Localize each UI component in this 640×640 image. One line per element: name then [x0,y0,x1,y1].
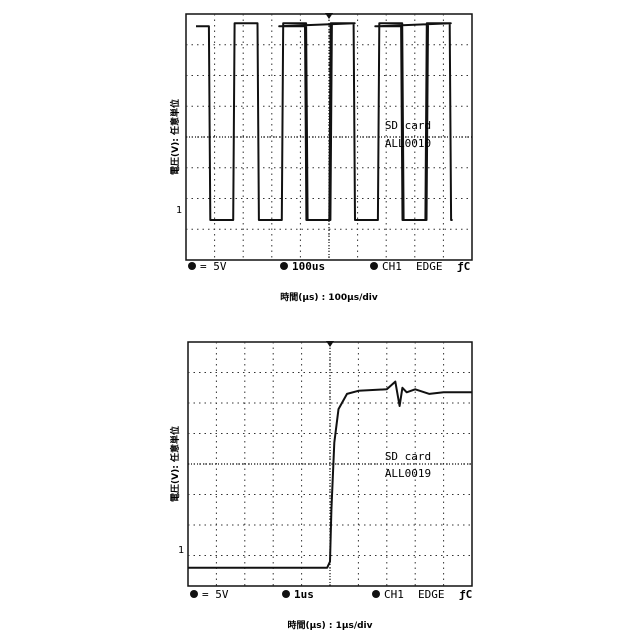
trigger-position-marker [326,341,334,347]
scope-layer: 1 SD card ALL0010 = 5V 100us CH1 EDGE ƒC 時間(μs) … [169,13,472,303]
timebase-icon [280,262,288,270]
channel-1-icon [190,590,198,598]
time-per-div: 100us [292,260,325,273]
channel-1-icon [188,262,196,270]
x-axis-label: 時間(μs) : 1μs/div [288,619,373,631]
capture-label-device: SD card [385,450,431,463]
trigger-slope: ƒC [457,260,470,273]
oscilloscope-capture-top: 1 SD card ALL0010 = 5V 100us CH1 EDGE ƒC 時間(μs) … [0,0,640,320]
timebase-icon [282,590,290,598]
capture-label-device: SD card [385,119,431,132]
y-axis-label: 電圧(V): 任意単位 [169,99,181,175]
y-axis-label: 電圧(V): 任意単位 [169,426,181,502]
trigger-position-marker [325,13,333,19]
trigger-source: CH1 [384,588,404,601]
time-per-div: 1us [294,588,314,601]
trigger-mode: EDGE [416,260,443,273]
scope-screen-bottom: 1 SD card ALL0019 = 5V 1us CH1 EDGE ƒC 時間(μs) : … [0,320,640,640]
trigger-mode: EDGE [418,588,445,601]
scope-screen-top: 1 SD card ALL0010 = 5V 100us CH1 EDGE ƒC 時間(μs) … [0,0,640,320]
trigger-icon [372,590,380,598]
x-axis-label: 時間(μs) : 100μs/div [280,291,378,303]
volts-per-div: = 5V [202,588,229,601]
ground-level-marker: 1 [176,205,182,216]
volts-per-div: = 5V [200,260,227,273]
trigger-source: CH1 [382,260,402,273]
ground-level-marker: 1 [178,545,184,556]
oscilloscope-capture-bottom: 1 SD card ALL0019 = 5V 1us CH1 EDGE ƒC 時間(μs) : … [0,320,640,640]
readout-bar: = 5V 1us CH1 EDGE ƒC [190,588,472,601]
trigger-slope: ƒC [459,588,472,601]
readout-bar: = 5V 100us CH1 EDGE ƒC [188,260,470,273]
trigger-icon [370,262,378,270]
capture-label-id: ALL0010 [385,137,431,150]
scope-layer: 1 SD card ALL0019 = 5V 1us CH1 EDGE ƒC 時間(μs) : … [169,341,472,631]
capture-label-id: ALL0019 [385,467,431,480]
